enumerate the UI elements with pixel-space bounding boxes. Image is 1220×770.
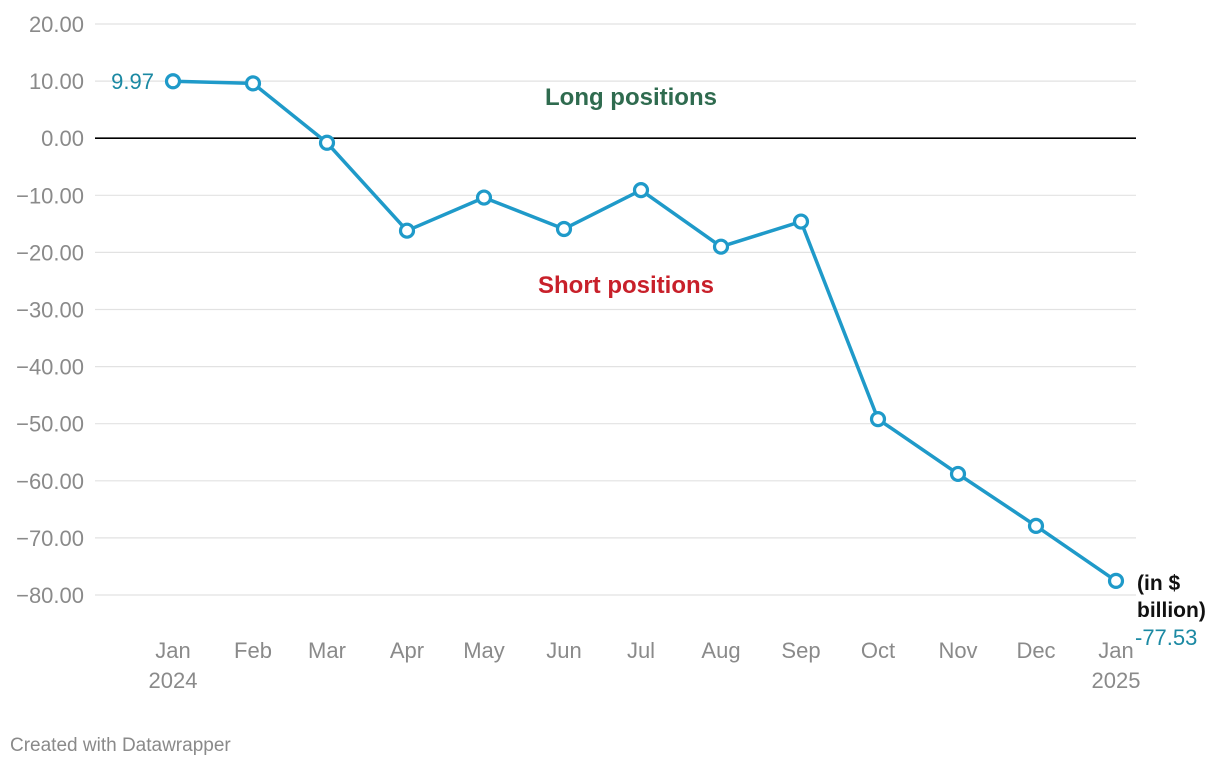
last-value-label: -77.53 <box>1135 625 1197 650</box>
data-point <box>475 189 493 206</box>
x-tick-label-line: 2025 <box>1092 668 1141 693</box>
data-point <box>555 220 573 238</box>
data-point <box>398 222 416 239</box>
y-tick-label: −20.00 <box>16 240 84 265</box>
first-value-label: 9.97 <box>111 69 154 94</box>
data-point <box>244 75 262 92</box>
footer-credit: Created with Datawrapper <box>10 735 231 756</box>
annotation-short-positions: Short positions <box>538 272 714 299</box>
unit-label: (in $ billion) <box>1137 572 1206 622</box>
x-tick-label: Sep <box>781 638 820 663</box>
x-tick-label: Mar <box>308 638 346 663</box>
x-tick-label-line: Oct <box>861 638 895 663</box>
data-point <box>1027 517 1045 535</box>
y-tick-label: −60.00 <box>16 469 84 494</box>
y-tick-label: 0.00 <box>41 126 84 151</box>
x-tick-label: Jun <box>546 638 581 663</box>
x-tick-label-line: Aug <box>701 638 740 663</box>
y-axis-ticks: 20.00 10.00 0.00 −10.00 −20.00 −30.00 −40.00 −5… <box>16 12 84 608</box>
x-tick-label-line: Dec <box>1016 638 1055 663</box>
y-tick-label: −70.00 <box>16 526 84 551</box>
x-tick-label: May <box>463 638 505 663</box>
series-path <box>171 79 1118 583</box>
y-tick-label: 20.00 <box>29 12 84 37</box>
data-point <box>1107 572 1125 589</box>
y-tick-label: −40.00 <box>16 355 84 380</box>
x-tick-label: Oct <box>861 638 895 663</box>
x-tick-label-line: Sep <box>781 638 820 663</box>
x-tick-label: Apr <box>390 638 424 663</box>
grid-lines <box>95 23 1136 596</box>
annotation-long-positions: Long positions <box>545 84 717 111</box>
x-tick-label: Aug <box>701 638 740 663</box>
x-tick-label: Jul <box>627 638 655 663</box>
unit-label-line-2: billion) <box>1137 599 1206 622</box>
series-line <box>171 79 1118 583</box>
x-tick-label-line: Apr <box>390 638 424 663</box>
data-point <box>712 238 730 255</box>
y-tick-label: −10.00 <box>16 183 84 208</box>
x-tick-label: Dec <box>1016 638 1055 663</box>
y-tick-label: 10.00 <box>29 69 84 94</box>
series-points <box>164 73 1125 589</box>
unit-label-line-1: (in $ <box>1137 572 1180 595</box>
data-point <box>949 465 967 483</box>
x-tick-label-line: May <box>463 638 505 663</box>
data-point <box>632 182 650 199</box>
x-tick-label-line: Feb <box>234 638 272 663</box>
data-point <box>869 411 887 428</box>
y-tick-label: −80.00 <box>16 583 84 608</box>
x-tick-label: Jan 2025 <box>1092 638 1141 693</box>
x-tick-label: Nov <box>938 638 977 663</box>
x-tick-label-line: Nov <box>938 638 977 663</box>
x-axis-ticks: Jan 2024 Feb Mar Apr May Jun Jul Aug Sep Oct Nov Dec… <box>149 638 1141 693</box>
x-tick-label: Feb <box>234 638 272 663</box>
x-tick-label-line: Jan <box>155 638 190 663</box>
data-point <box>164 73 182 90</box>
data-point <box>318 134 336 151</box>
line-chart: 20.00 10.00 0.00 −10.00 −20.00 −30.00 −40.00 −5… <box>16 12 1206 693</box>
x-tick-label-line: Jul <box>627 638 655 663</box>
y-tick-label: −50.00 <box>16 412 84 437</box>
x-tick-label-line: Jun <box>546 638 581 663</box>
x-tick-label-line: Jan <box>1098 638 1133 663</box>
x-tick-label: Jan 2024 <box>149 638 198 693</box>
x-tick-label-line: Mar <box>308 638 346 663</box>
data-point <box>792 213 810 230</box>
y-tick-label: −30.00 <box>16 298 84 323</box>
x-tick-label-line: 2024 <box>149 668 198 693</box>
